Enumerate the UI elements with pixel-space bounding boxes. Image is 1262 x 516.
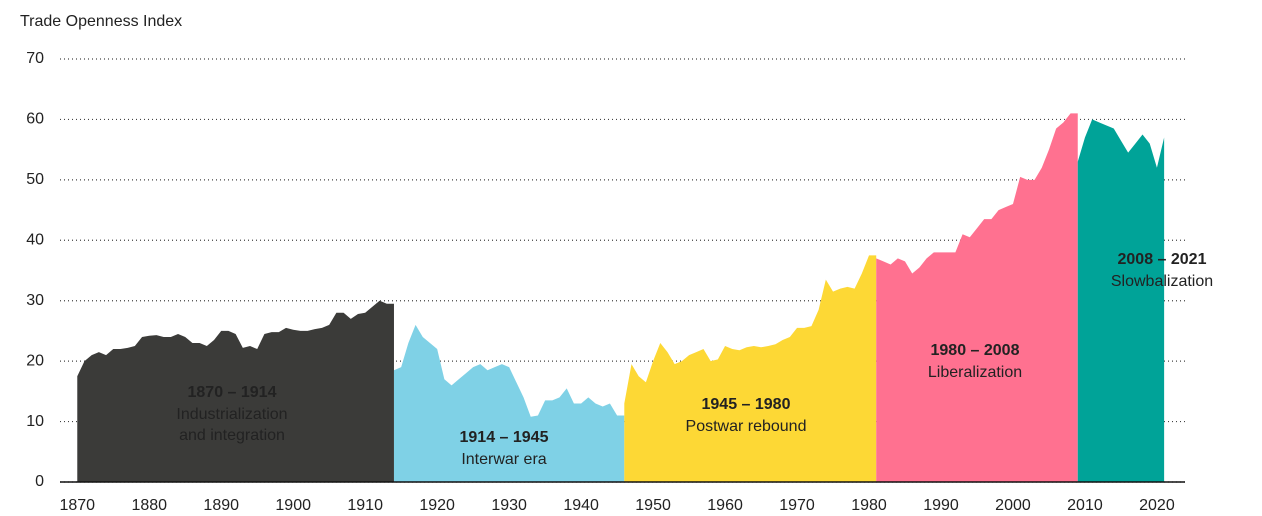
- x-tick-label: 1990: [923, 497, 959, 514]
- era-description: Slowbalization: [1111, 273, 1213, 290]
- y-axis-label: Trade Openness Index: [20, 13, 182, 30]
- area: [624, 255, 877, 482]
- era-period: 2008 – 2021: [1118, 251, 1207, 268]
- area: [1077, 119, 1165, 482]
- y-tick-label: 40: [26, 232, 44, 249]
- x-tick-label: 1960: [707, 497, 743, 514]
- x-tick-label: 2010: [1067, 497, 1103, 514]
- x-tick-label: 2020: [1139, 497, 1175, 514]
- x-tick-label: 1940: [563, 497, 599, 514]
- era-period: 1945 – 1980: [702, 396, 791, 413]
- y-tick-label: 10: [26, 413, 44, 430]
- era-period: 1980 – 2008: [931, 342, 1020, 359]
- area: [393, 324, 625, 482]
- era-description: Industrialization: [176, 406, 287, 423]
- y-tick-label: 0: [35, 473, 44, 490]
- era-period: 1914 – 1945: [460, 429, 549, 446]
- x-tick-label: 1910: [347, 497, 383, 514]
- x-tick-label: 1890: [203, 497, 239, 514]
- y-tick-label: 70: [26, 50, 44, 67]
- y-tick-label: 60: [26, 111, 44, 128]
- x-tick-label: 1870: [59, 497, 95, 514]
- y-tick-label: 30: [26, 292, 44, 309]
- era-period: 1870 – 1914: [188, 384, 277, 401]
- x-tick-label: 1980: [851, 497, 887, 514]
- x-tick-label: 1880: [131, 497, 167, 514]
- x-tick-label: 1920: [419, 497, 455, 514]
- y-tick-label: 20: [26, 352, 44, 369]
- era-description: Liberalization: [928, 364, 1022, 381]
- area: [876, 113, 1078, 482]
- area: [77, 300, 394, 482]
- x-tick-label: 1950: [635, 497, 671, 514]
- x-tick-label: 1900: [275, 497, 311, 514]
- x-tick-label: 1970: [779, 497, 815, 514]
- era-description: and integration: [179, 427, 285, 444]
- y-tick-label: 50: [26, 171, 44, 188]
- x-tick-label: 2000: [995, 497, 1031, 514]
- era-description: Postwar rebound: [686, 418, 807, 435]
- era-description: Interwar era: [461, 451, 546, 468]
- x-tick-label: 1930: [491, 497, 527, 514]
